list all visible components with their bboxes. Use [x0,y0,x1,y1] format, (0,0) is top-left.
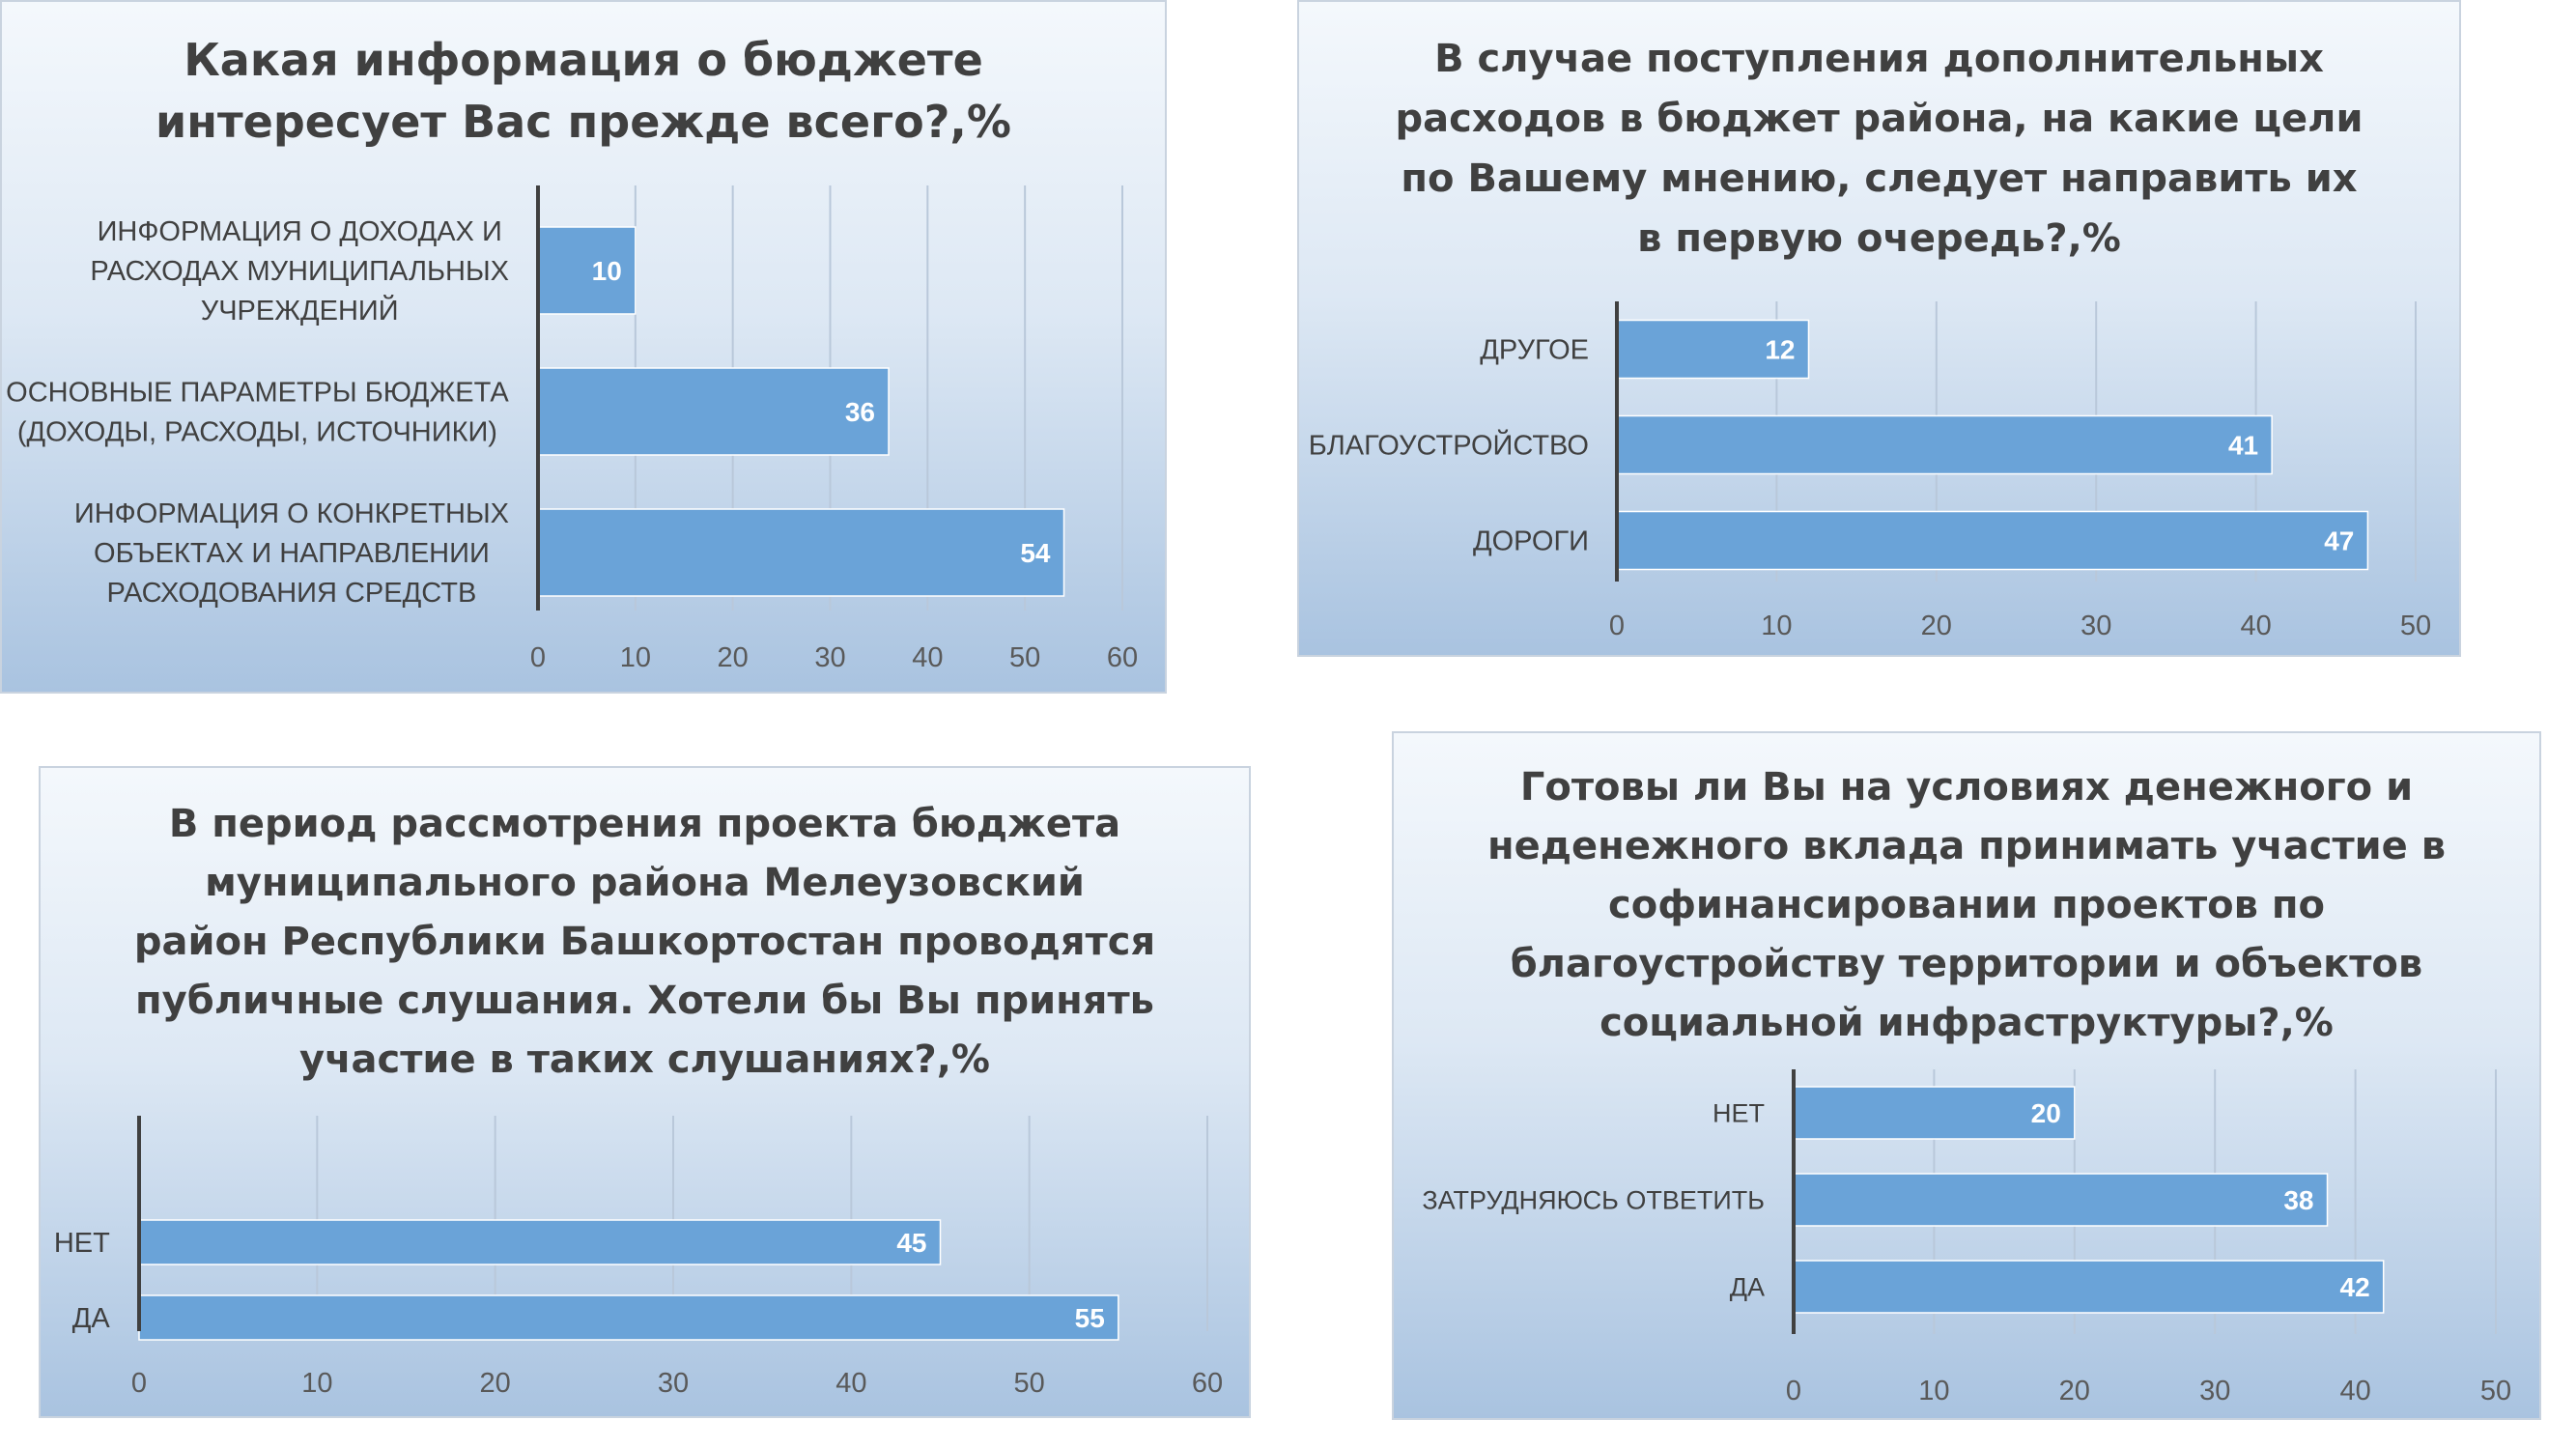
chart-panel-public-hearings: В период рассмотрения проекта бюджета му… [39,766,1251,1418]
chart-title: Какая информация о бюджете интересует Ва… [155,34,1012,148]
bar [1793,1260,2385,1314]
bar [1616,510,2369,571]
data-label: 20 [2031,1098,2061,1128]
category-label: ДА [1730,1272,1765,1301]
chart-panel-additional-expenses: В случае поступления дополнительных расх… [1297,0,2461,657]
tick-label: 40 [2240,611,2271,641]
tick-label: 40 [912,642,943,673]
tick-label: 40 [2339,1376,2370,1406]
tick-label: 0 [131,1368,147,1399]
tick-label: 0 [530,642,546,673]
tick-label: 60 [1192,1368,1223,1399]
category-label: НЕТ [1713,1098,1765,1127]
data-label: 54 [1020,538,1051,568]
data-label: 36 [845,397,875,427]
data-label: 10 [592,256,622,286]
category-label: ДРУГОЕ [1480,335,1589,366]
bar [537,367,890,456]
chart-panel-budget-info: Какая информация о бюджете интересует Ва… [0,0,1167,694]
category-label: ЗАТРУДНЯЮСЬ ОТВЕТИТЬ [1422,1185,1765,1214]
tick-label: 30 [2081,611,2111,641]
tick-label: 10 [301,1368,332,1399]
tick-label: 0 [1609,611,1625,641]
tick-label: 10 [620,642,651,673]
category-label: ОСНОВНЫЕ ПАРАМЕТРЫ БЮДЖЕТА (ДОХОДЫ, РАСХО… [6,378,509,448]
data-label: 41 [2228,431,2258,461]
data-label: 38 [2283,1185,2313,1215]
bar [1616,414,2273,475]
tick-label: 50 [2480,1376,2511,1406]
data-label: 12 [1765,335,1795,365]
chart-title: В случае поступления дополнительных расх… [1395,37,2364,261]
category-label: ИНФОРМАЦИЯ О КОНКРЕТНЫХ ОБЪЕКТАХ И НАПРАВ… [74,498,509,609]
data-label: 55 [1075,1303,1105,1333]
bar [537,508,1065,597]
category-label: ДОРОГИ [1473,526,1589,557]
tick-label: 60 [1107,642,1138,673]
tick-label: 20 [1921,611,1952,641]
category-label: НЕТ [54,1228,110,1259]
category-label: БЛАГОУСТРОЙСТВО [1309,429,1589,462]
tick-label: 20 [2059,1376,2090,1406]
tick-label: 20 [480,1368,511,1399]
bar-chart-plot: 20 НЕТ 38 ЗАТРУДНЯЮСЬ ОТВЕТИТЬ 42 ДА 0 10 20 30 40… [1422,1069,2511,1406]
bar [138,1219,942,1265]
tick-label: 30 [2199,1376,2230,1406]
tick-label: 40 [835,1368,866,1399]
chart-title: В период рассмотрения проекта бюджета му… [133,802,1156,1082]
tick-label: 10 [1918,1376,1949,1406]
bar-chart-plot: 10 ИНФОРМАЦИЯ О ДОХОДАХ И РАСХОДАХ МУНИЦИП… [6,185,1138,673]
tick-label: 30 [658,1368,689,1399]
tick-label: 10 [1761,611,1792,641]
data-label: 42 [2340,1272,2370,1302]
bar [138,1294,1119,1341]
bar [1793,1173,2329,1227]
chart-panel-cofinancing: Готовы ли Вы на условиях денежного и нед… [1392,731,2541,1420]
tick-label: 30 [814,642,845,673]
tick-label: 20 [718,642,749,673]
category-label: ИНФОРМАЦИЯ О ДОХОДАХ И РАСХОДАХ МУНИЦИПАЛ… [90,216,509,327]
tick-label: 50 [1009,642,1040,673]
bar [537,226,637,315]
data-label: 45 [896,1228,926,1258]
bar-chart-plot: 12 ДРУГОЕ 41 БЛАГОУСТРОЙСТВО 47 ДОРОГИ 0 10 20 30… [1309,301,2431,641]
chart-title: Готовы ли Вы на условиях денежного и нед… [1486,765,2447,1045]
bar [1616,319,1810,380]
tick-label: 50 [2400,611,2431,641]
bar-chart-plot: 45 НЕТ 55 ДА 0 10 20 30 40 50 60 [54,1116,1223,1399]
category-label: ДА [72,1303,111,1334]
tick-label: 0 [1786,1376,1801,1406]
tick-label: 50 [1014,1368,1045,1399]
data-label: 47 [2324,526,2354,556]
